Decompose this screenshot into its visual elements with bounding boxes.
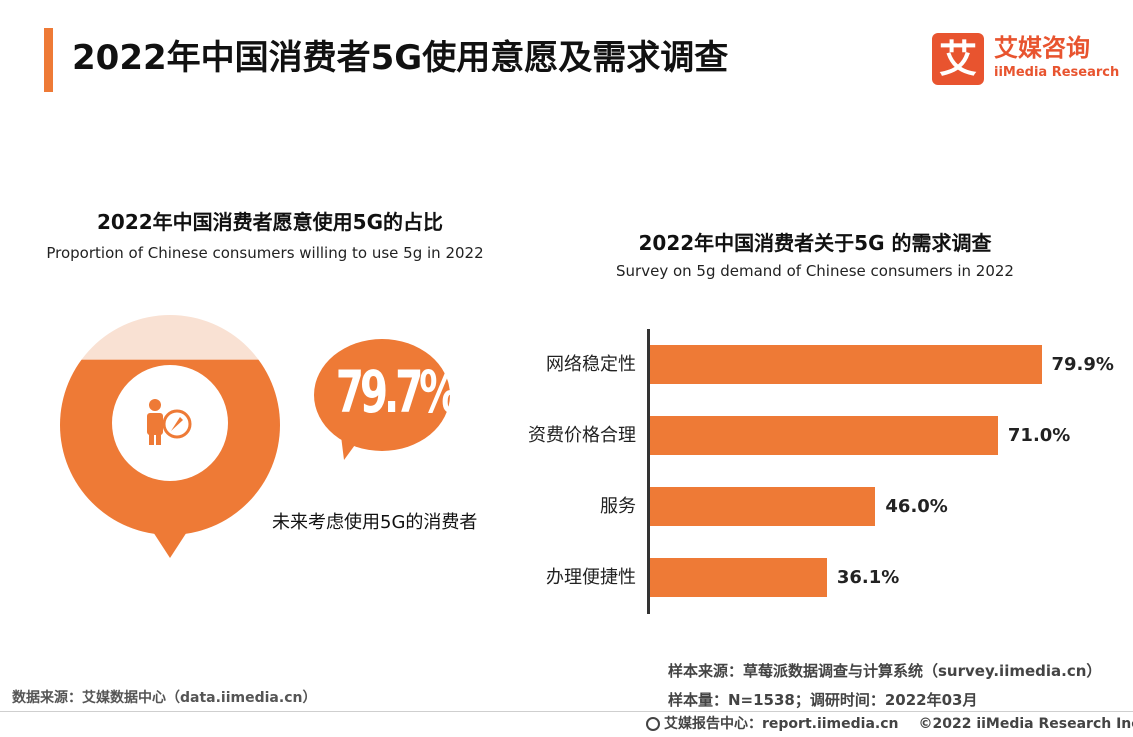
left-chart-subtitle: Proportion of Chinese consumers willing …	[46, 244, 484, 262]
bar-chart-axis	[647, 329, 650, 614]
brand-logo: 艾 艾媒咨询 iiMedia Research	[932, 33, 1122, 88]
pin-icon-circle	[112, 365, 228, 481]
value-label: 79.9%	[1051, 354, 1114, 375]
category-label: 网络稳定性	[546, 354, 636, 375]
bar	[650, 416, 998, 455]
pin-unwilling-fill	[60, 315, 280, 360]
value-label: 36.1%	[836, 567, 900, 588]
category-label: 服务	[600, 496, 636, 517]
bar	[650, 345, 1042, 384]
right-chart-title: 2022年中国消费者关于5G 的需求调查	[638, 231, 992, 255]
footer-divider	[0, 711, 1133, 712]
right-chart-subtitle: Survey on 5g demand of Chinese consumers…	[616, 262, 1014, 280]
report-center-link[interactable]: 艾媒报告中心：report.iimedia.cn	[664, 716, 899, 732]
value-label: 46.0%	[885, 496, 948, 517]
left-chart-title: 2022年中国消费者愿意使用5G的占比	[97, 210, 443, 234]
value-label: 71.0%	[1007, 425, 1071, 446]
category-label: 资费价格合理	[528, 425, 636, 446]
title-accent-bar	[44, 28, 53, 92]
willing-consumers-caption: 未来考虑使用5G的消费者	[272, 512, 478, 533]
globe-icon	[646, 717, 660, 731]
person-with-compass-icon	[147, 399, 192, 445]
bar	[650, 558, 827, 597]
category-label: 办理便捷性	[546, 567, 636, 588]
proportion-pin-chart	[60, 315, 280, 558]
logo-chinese-name: 艾媒咨询	[994, 34, 1090, 62]
page-title: 2022年中国消费者5G使用意愿及需求调查	[72, 38, 729, 78]
copyright: ©2022 iiMedia Research Inc	[918, 716, 1133, 732]
sample-size: 样本量：N=1538；调研时间：2022年03月	[668, 691, 978, 709]
willing-percent-label: 79.7%	[335, 358, 460, 426]
bar	[650, 487, 876, 526]
footer-info: 艾媒报告中心：report.iimedia.cn ©2022 iiMedia Re…	[646, 713, 1133, 733]
logo-mark: 艾	[932, 33, 984, 85]
data-source: 数据来源：艾媒数据中心（data.iimedia.cn）	[12, 690, 317, 706]
percent-speech-bubble	[314, 339, 450, 460]
logo-english-name: iiMedia Research	[994, 65, 1120, 80]
sample-source: 样本来源：草莓派数据调查与计算系统（survey.iimedia.cn）	[668, 662, 1102, 680]
